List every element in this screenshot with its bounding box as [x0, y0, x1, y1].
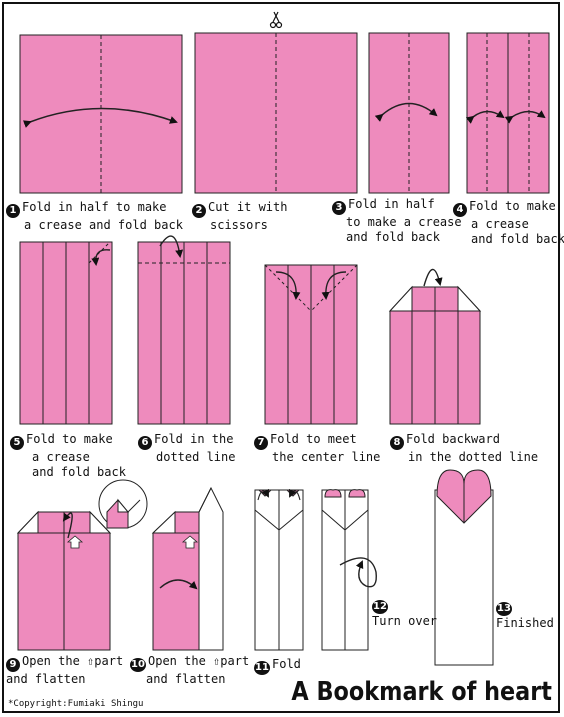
step-13-line-1: Finished: [496, 616, 554, 630]
step-2-line-2: scissors: [210, 218, 268, 232]
step-9-line-1b: part: [94, 654, 124, 668]
detail-magnify-figure: [98, 479, 148, 529]
step-4-line-3: and fold back: [471, 232, 564, 246]
step-9-line-2: and flatten: [6, 672, 86, 686]
step-3-figure: [368, 32, 450, 194]
fold-arrow-icon: [374, 102, 438, 122]
step-9-line-1: Open the: [22, 654, 80, 668]
step-6-line-2: dotted line: [156, 450, 236, 464]
step-3-line-2: to make a crease: [346, 215, 462, 229]
step-11-figure: [254, 488, 304, 651]
step-8-line-1: Fold backward: [406, 432, 500, 446]
scissors-icon: [269, 11, 283, 29]
step-10-caption: 10 Open the ⇧part and flatten: [130, 654, 249, 687]
step-3-line-1: Fold in half: [348, 197, 435, 211]
step-8-line-2: in the dotted line: [408, 450, 539, 464]
step-2-caption: 2 Cut it with scissors: [192, 200, 287, 233]
step-5-figure: [19, 241, 113, 425]
step-12-figure: [321, 489, 377, 651]
step-13-figure: [434, 469, 494, 666]
step-7-caption: 7 Fold to meet the center line: [254, 432, 380, 465]
step-9-caption: 9 Open the ⇧part and flatten: [6, 654, 123, 687]
step-1-caption: 1 Fold in half to make a crease and fold …: [6, 200, 183, 233]
step-9-figure: [16, 479, 148, 651]
step-1-line-2: a crease and fold back: [24, 218, 183, 232]
step-13-caption: 13 Finished: [496, 598, 554, 631]
step-number-badge: 9: [6, 658, 20, 672]
step-7-line-1: Fold to meet: [270, 432, 357, 446]
step-number-badge: 3: [332, 201, 346, 215]
step-4-figure: [465, 32, 550, 194]
step-6-figure: [137, 235, 231, 425]
step-5-line-3: and fold back: [32, 465, 126, 479]
step-8-caption: 8 Fold backward in the dotted line: [390, 432, 538, 465]
step-7-line-2: the center line: [272, 450, 381, 464]
step-1-line-1: Fold in half to make: [22, 200, 167, 214]
step-number-badge: 10: [130, 658, 146, 672]
step-6-line-1: Fold in the: [154, 432, 234, 446]
step-12-caption: 12 Turn over: [372, 596, 437, 629]
step-number-badge: 2: [192, 204, 206, 218]
open-part-arrow-icon: ⇧: [87, 654, 95, 668]
step-10-line-1: Open the: [148, 654, 206, 668]
turn-over-arrow-icon: [339, 557, 377, 588]
step-10-figure: [151, 486, 224, 651]
step-5-line-2: a crease: [32, 450, 90, 464]
open-part-arrow-icon: ⇧: [213, 654, 221, 668]
step-number-badge: 1: [6, 204, 20, 218]
step-2-line-1: Cut it with: [208, 200, 288, 214]
step-number-badge: 12: [372, 600, 388, 614]
page-title: A Bookmark of heart: [291, 677, 552, 707]
step-2-figure: [194, 11, 358, 194]
step-6-caption: 6 Fold in the dotted line: [138, 432, 235, 465]
step-5-caption: 5 Fold to make a crease and fold back: [10, 432, 126, 480]
step-4-line-2: a crease: [471, 217, 529, 231]
step-10-line-1b: part: [220, 654, 250, 668]
step-number-badge: 6: [138, 436, 152, 450]
step-number-badge: 4: [453, 203, 467, 217]
open-part-arrow-icon: [181, 535, 199, 549]
step-11-caption: 11 Fold: [254, 657, 301, 675]
step-3-line-3: and fold back: [346, 230, 440, 244]
step-number-badge: 8: [390, 436, 404, 450]
step-10-line-2: and flatten: [146, 672, 226, 686]
step-number-badge: 7: [254, 436, 268, 450]
step-number-badge: 5: [10, 436, 24, 450]
step-5-line-1: Fold to make: [26, 432, 113, 446]
step-number-badge: 11: [254, 661, 270, 675]
step-3-caption: 3 Fold in half to make a crease and fold …: [332, 197, 462, 245]
step-12-line-1: Turn over: [372, 614, 438, 628]
step-number-badge: 13: [496, 602, 512, 616]
copyright-text: *Copyright:Fumiaki Shingu: [8, 699, 144, 709]
step-7-figure: [264, 264, 358, 425]
step-11-line-1: Fold: [272, 657, 301, 671]
open-part-arrow-icon: [66, 535, 84, 549]
step-1-figure: [19, 34, 183, 194]
step-4-line-1: Fold to make: [469, 199, 556, 213]
step-4-caption: 4 Fold to make a crease and fold back: [453, 199, 564, 247]
step-8-figure: [388, 268, 482, 425]
fold-arrow-icon: [22, 107, 178, 128]
